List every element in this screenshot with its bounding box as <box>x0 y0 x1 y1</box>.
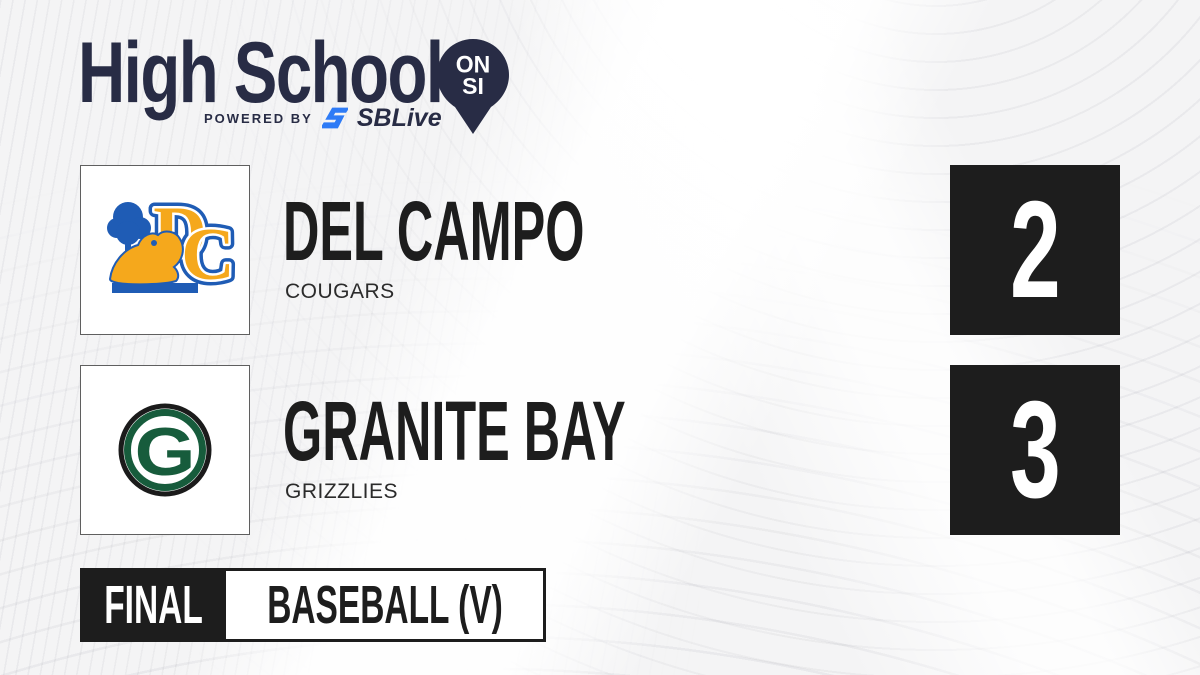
granite-bay-g-letter: G <box>135 414 196 490</box>
team-row-del-campo: D C D C DEL CAMPO COUGARS 2 <box>0 165 1200 335</box>
del-campo-cougars-logo-icon: D C D C <box>107 186 240 302</box>
team-mascot-cougars: COUGARS <box>285 280 395 303</box>
sblive-wordmark: SBLive <box>356 103 442 132</box>
pin-badge-line2: SI <box>462 73 484 99</box>
status-final-label: FINAL <box>103 575 203 635</box>
score-box-granite-bay: 3 <box>950 365 1120 535</box>
score-granite-bay: 3 <box>1009 373 1061 527</box>
team-name-del-campo: DEL CAMPO <box>283 184 585 278</box>
sblive-bolt-icon <box>321 107 348 129</box>
status-event-label: BASEBALL (V) <box>266 575 503 635</box>
team-row-granite-bay: G GRANITE BAY GRIZZLIES 3 <box>0 365 1200 535</box>
cougar-silhouette <box>108 230 184 286</box>
dc-letter-c: C <box>181 214 234 296</box>
del-campo-logo-box: D C D C <box>80 165 250 335</box>
score-box-del-campo: 2 <box>950 165 1120 335</box>
granite-bay-logo-box: G <box>80 365 250 535</box>
granite-bay-grizzlies-logo-icon: G <box>118 403 212 497</box>
powered-by-label: POWERED BY <box>204 110 313 126</box>
dc-letter-c-outline: C <box>181 214 234 296</box>
score-del-campo: 2 <box>1009 173 1061 327</box>
brand-title: High School <box>78 25 444 121</box>
pin-badge-line1: ON <box>456 51 491 78</box>
status-event-box: BASEBALL (V) <box>226 568 546 642</box>
status-final-box: FINAL <box>80 568 226 642</box>
team-name-granite-bay: GRANITE BAY <box>283 384 626 478</box>
status-bar: FINAL BASEBALL (V) <box>80 568 546 642</box>
powered-by-row: POWERED BY SBLive <box>204 104 442 132</box>
team-mascot-grizzlies: GRIZZLIES <box>285 480 399 503</box>
on-si-pin-icon: ON SI <box>437 39 509 134</box>
